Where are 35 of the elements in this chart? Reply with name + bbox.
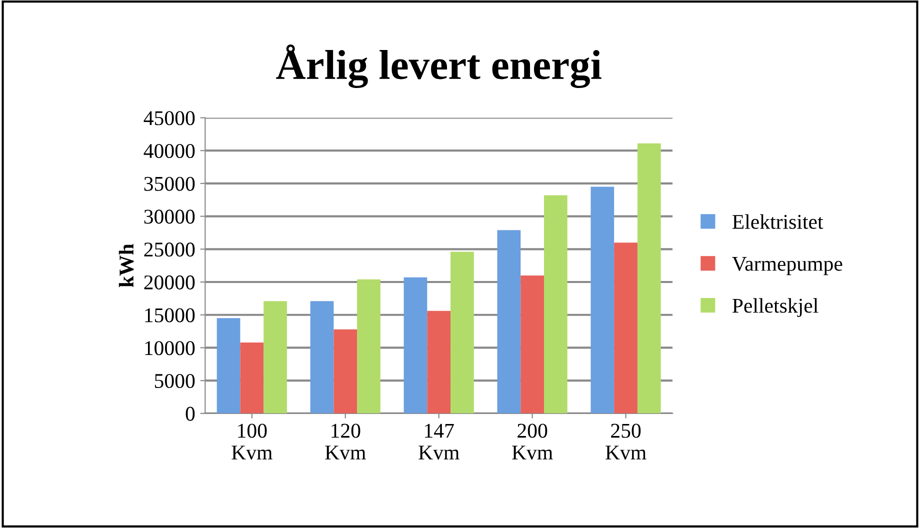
bar <box>544 195 568 414</box>
y-tick-label: 40000 <box>144 144 195 158</box>
chart-title: Årlig levert energi <box>276 44 602 88</box>
y-tick-label: 45000 <box>144 111 195 126</box>
y-tick-label: 5000 <box>154 374 195 388</box>
bar <box>590 186 614 414</box>
bar <box>264 301 287 414</box>
legend-label: Pelletskjel <box>732 298 818 318</box>
bar <box>427 310 451 414</box>
x-tick-label: 200 Kvm <box>512 424 553 460</box>
y-tick-label: 15000 <box>145 308 195 322</box>
y-tick-label: 20000 <box>144 275 195 290</box>
bar <box>216 318 240 414</box>
legend-label: Elektrisitet <box>732 214 824 229</box>
bar <box>357 279 380 414</box>
y-tick-label: 0 <box>186 406 195 421</box>
bar <box>334 329 358 414</box>
bar <box>310 301 334 414</box>
x-tick-label: 250 Kvm <box>606 424 646 460</box>
x-tick-label: 147 Kvm <box>418 424 460 460</box>
x-tick-label: 120 Kvm <box>325 424 366 460</box>
y-axis-title: kWh <box>118 244 134 288</box>
bar <box>637 143 661 414</box>
bar <box>614 242 638 414</box>
y-tick-label: 10000 <box>145 341 195 356</box>
legend-label: Varmepumpe <box>732 257 842 276</box>
y-tick-label: 25000 <box>144 242 195 257</box>
x-tick-label: 100 Kvm <box>232 424 272 460</box>
bar <box>404 277 428 414</box>
bar <box>240 342 264 414</box>
bar <box>450 252 474 414</box>
bar <box>497 230 521 414</box>
y-tick-label: 35000 <box>144 176 195 191</box>
y-tick-label: 30000 <box>144 210 195 224</box>
bar <box>520 275 544 414</box>
